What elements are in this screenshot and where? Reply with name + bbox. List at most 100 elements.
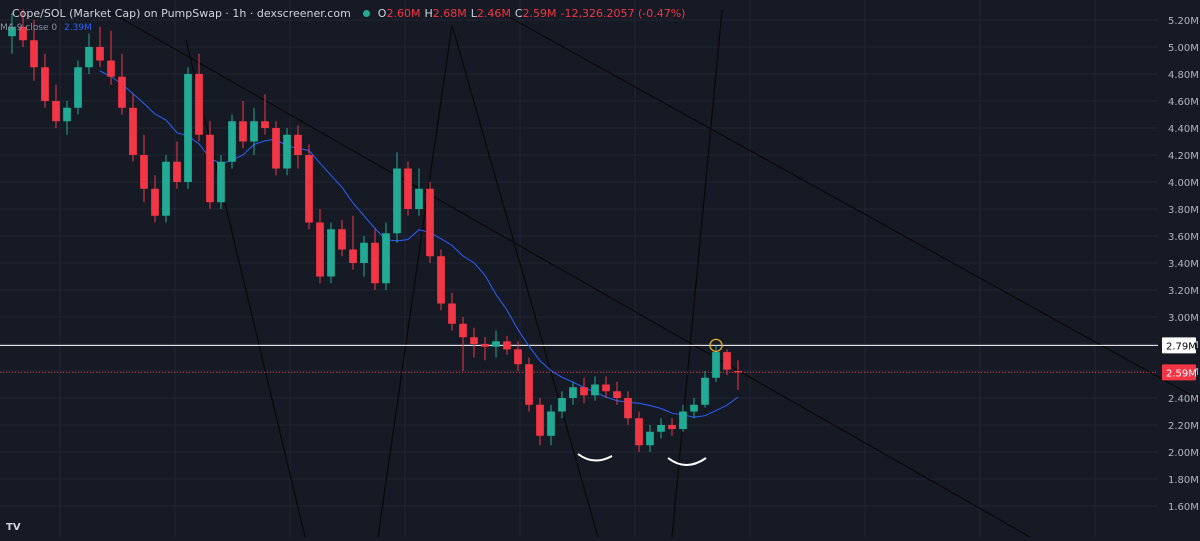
drawings-layer[interactable] [109, 9, 1200, 538]
trend-line-2[interactable] [499, 11, 1200, 401]
arc-marker-2[interactable] [667, 457, 707, 466]
candle-body [162, 161, 170, 216]
candle-body [404, 168, 412, 209]
y-tick-label: 1.60M [1168, 502, 1199, 513]
y-tick-label: 4.20M [1168, 151, 1199, 162]
candle-body [624, 398, 632, 419]
candle-body [217, 161, 225, 203]
y-tick-label: 3.20M [1168, 286, 1199, 297]
y-tick-label: 5.00M [1168, 43, 1199, 54]
tradingview-logo-icon[interactable]: TV [6, 522, 22, 533]
arc-marker-1[interactable] [577, 453, 613, 462]
candle-body [8, 26, 16, 37]
candle-body [448, 303, 456, 324]
candle-body [635, 418, 643, 446]
candle-body [151, 188, 159, 216]
candle-body [250, 121, 258, 142]
candle-body [283, 134, 291, 169]
candle-body [239, 121, 247, 142]
candle-body [613, 391, 621, 398]
candle-body [668, 425, 676, 430]
candle-body [591, 384, 599, 396]
price-label: 2.59M [1166, 368, 1197, 379]
candle-body [184, 74, 192, 182]
tradingview-logo-text: TV [6, 522, 21, 533]
candle-body [173, 161, 181, 182]
candle-body [349, 249, 357, 263]
price-label: 2.79M [1166, 341, 1197, 352]
candle-body [129, 107, 137, 155]
candle-body [41, 67, 49, 101]
candle-body [437, 256, 445, 304]
candle-body [536, 404, 544, 436]
chart-header: Cope/SOL (Market Cap) on PumpSwap · 1h ·… [0, 4, 685, 22]
ma-indicator-label: MA 9 close 0 [0, 23, 58, 33]
trend-line-6[interactable] [671, 9, 723, 538]
candle-body [602, 384, 610, 392]
candle-body [107, 60, 115, 77]
candle-body [294, 134, 302, 155]
candle-body [580, 387, 588, 396]
y-tick-label: 2.20M [1168, 421, 1199, 432]
ohlc-open: O2.60M [377, 6, 421, 20]
ohlc-high: H2.68M [424, 6, 467, 20]
candle-body [569, 387, 577, 398]
price-lines [0, 344, 1158, 373]
y-tick-label: 4.00M [1168, 178, 1199, 189]
candle-body [415, 188, 423, 209]
price-change: -12,326.2057 (-0.47%) [560, 6, 686, 20]
candle-body [206, 134, 214, 203]
candle-body [393, 168, 401, 234]
ma-indicator-legend[interactable]: MA 9 close 0 2.39M [0, 23, 92, 33]
candle-body [140, 155, 148, 189]
y-tick-label: 5.20M [1168, 16, 1199, 27]
candle-body [701, 377, 709, 405]
candle-body [30, 40, 38, 68]
candle-body [525, 364, 533, 405]
candle-body [316, 222, 324, 277]
candle-body [52, 101, 60, 122]
candle-body [657, 425, 665, 432]
trend-line-4[interactable] [377, 24, 453, 538]
y-tick-label: 4.40M [1168, 124, 1199, 135]
price-label-bg [1162, 364, 1196, 381]
candle-body [118, 76, 126, 108]
chart-title: Cope/SOL (Market Cap) on PumpSwap · 1h ·… [12, 6, 351, 20]
candle-body [723, 352, 731, 370]
trend-line-3[interactable] [185, 39, 306, 538]
trend-line-5[interactable] [451, 24, 599, 538]
candle-body [712, 352, 720, 378]
candle-body [679, 411, 687, 430]
y-tick-label: 2.40M [1168, 394, 1199, 405]
y-axis[interactable]: 5.20M 5.00M 4.80M 4.60M 4.40M 4.20M 4.00M 3.80M… [1162, 16, 1199, 513]
candle-body [503, 341, 511, 350]
y-tick-label: 4.80M [1168, 70, 1199, 81]
candle-body [327, 229, 335, 277]
candle-body [646, 431, 654, 446]
candle-body [470, 337, 478, 344]
ma-indicator-value: 2.39M [64, 23, 92, 33]
candle-body [96, 47, 104, 61]
candle-body [558, 398, 566, 412]
candle-body [360, 242, 368, 263]
candle-body [74, 67, 82, 108]
trend-line-1[interactable] [109, 11, 1031, 538]
candle-body [195, 74, 203, 135]
y-tick-label: 1.80M [1168, 475, 1199, 486]
y-tick-label: 2.00M [1168, 448, 1199, 459]
candle-body [228, 121, 236, 162]
candle-body [19, 26, 27, 41]
candles-layer [8, 9, 742, 452]
candle-body [305, 155, 313, 223]
y-tick-label: 3.60M [1168, 232, 1199, 243]
high-circle-marker[interactable] [709, 338, 723, 353]
y-tick-label: 3.00M [1168, 313, 1199, 324]
candle-body [690, 404, 698, 412]
candle-body [63, 107, 71, 122]
ohlc-close: C2.59M [514, 6, 557, 20]
candle-body [492, 341, 500, 347]
candle-body [371, 242, 379, 284]
